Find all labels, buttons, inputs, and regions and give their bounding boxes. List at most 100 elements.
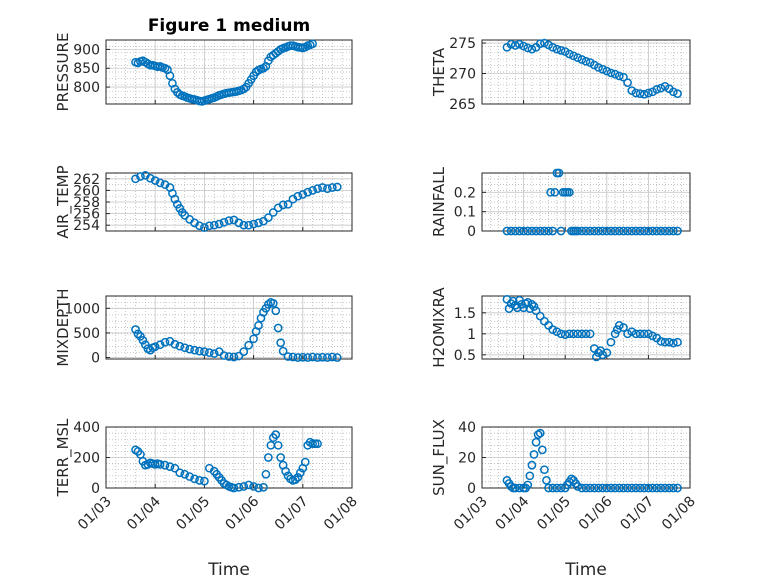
data-point <box>313 439 322 449</box>
data-point <box>644 483 653 493</box>
data-point <box>529 302 539 311</box>
data-point <box>519 303 528 313</box>
data-point <box>531 226 541 236</box>
data-point <box>548 483 558 493</box>
data-point <box>619 72 628 82</box>
data-point <box>145 173 155 183</box>
subplot-6: 0.5 1 1.5 H2OMIXRA <box>430 287 691 368</box>
data-point <box>648 226 657 236</box>
data-point <box>573 226 583 236</box>
y-tick-label: 0.5 <box>454 348 476 364</box>
x-tick-label: 01/03 <box>451 494 491 534</box>
data-point <box>644 226 653 236</box>
data-point <box>673 89 682 98</box>
data-point <box>610 329 620 339</box>
data-point <box>303 353 313 362</box>
data-point <box>510 41 520 50</box>
y-tick-label: 258 <box>73 195 100 211</box>
data-point <box>175 468 185 478</box>
data-point <box>519 226 528 236</box>
data-point <box>249 482 258 491</box>
data-point <box>175 341 185 351</box>
data-point <box>209 349 219 358</box>
data-point <box>165 71 175 81</box>
data-point <box>656 483 666 493</box>
data-point <box>195 221 204 231</box>
y-tick-label: 0 <box>91 481 100 497</box>
data-point <box>598 350 607 360</box>
subplot-7: 0 200 400 01/03 01/04 01/05 01/06 01/07 01/08 TER… <box>54 418 361 580</box>
data-point <box>259 63 268 73</box>
data-point <box>619 226 628 236</box>
axes-box <box>105 295 353 360</box>
axes-box <box>481 39 691 105</box>
data-point <box>581 56 591 66</box>
data-point <box>271 306 281 316</box>
data-point <box>569 329 578 339</box>
data-point <box>308 39 317 49</box>
data-point <box>614 226 624 236</box>
data-point <box>606 68 616 78</box>
data-point <box>295 468 305 478</box>
data-point <box>540 226 549 236</box>
data-point <box>510 226 520 236</box>
data-point <box>281 466 290 476</box>
data-point <box>131 325 140 334</box>
y-tick-label: 262 <box>73 172 100 188</box>
data-point <box>204 221 214 231</box>
data-point <box>589 226 599 236</box>
data-point <box>614 71 624 81</box>
figure-title: Figure 1 medium <box>148 16 310 36</box>
data-point <box>635 226 645 236</box>
data-point <box>283 352 293 361</box>
y-tick-label: 200 <box>73 451 100 467</box>
data-point <box>656 83 666 93</box>
x-tick-label: 01/07 <box>272 494 312 534</box>
data-point <box>510 300 520 310</box>
data-point <box>602 66 612 76</box>
data-point <box>535 428 545 438</box>
data-point <box>313 353 322 362</box>
data-point <box>565 187 574 197</box>
data-point <box>533 430 543 439</box>
data-point <box>308 439 317 449</box>
data-point <box>254 218 263 228</box>
data-point <box>190 474 199 484</box>
data-point <box>298 190 308 199</box>
data-point <box>268 299 278 308</box>
subplot-8: 0 20 40 01/03 01/04 01/05 01/06 01/07 01/08 SUN_F… <box>430 419 699 580</box>
y-tick-label: 265 <box>449 97 476 113</box>
y-tick-label: 20 <box>458 451 476 467</box>
data-point <box>565 49 574 59</box>
data-point <box>594 63 603 72</box>
data-point <box>552 327 562 337</box>
x-tick-label: 01/05 <box>173 494 213 534</box>
data-point <box>644 88 653 98</box>
data-point <box>200 223 209 232</box>
data-point <box>581 226 591 236</box>
data-point <box>300 457 310 467</box>
y-axis-label: PRESSURE <box>54 33 72 112</box>
data-point <box>664 483 674 493</box>
y-tick-label: 850 <box>73 61 100 77</box>
data-point <box>527 460 537 470</box>
y-tick-label: 270 <box>449 67 476 83</box>
y-axis-label: AIR_TEMP <box>54 165 73 238</box>
data-point <box>155 460 165 469</box>
data-point <box>589 483 599 493</box>
y-tick-label: 256 <box>73 207 100 223</box>
data-point <box>656 337 666 346</box>
data-point <box>278 346 288 356</box>
data-point <box>610 483 620 493</box>
data-point <box>598 483 607 493</box>
data-point <box>310 439 320 449</box>
data-point <box>639 226 649 236</box>
data-point <box>244 220 254 230</box>
data-point <box>540 465 549 475</box>
axes-background <box>482 40 690 104</box>
data-point <box>180 343 190 353</box>
x-tick-label: 01/04 <box>493 493 533 533</box>
data-point <box>261 469 271 479</box>
data-point <box>635 483 645 493</box>
